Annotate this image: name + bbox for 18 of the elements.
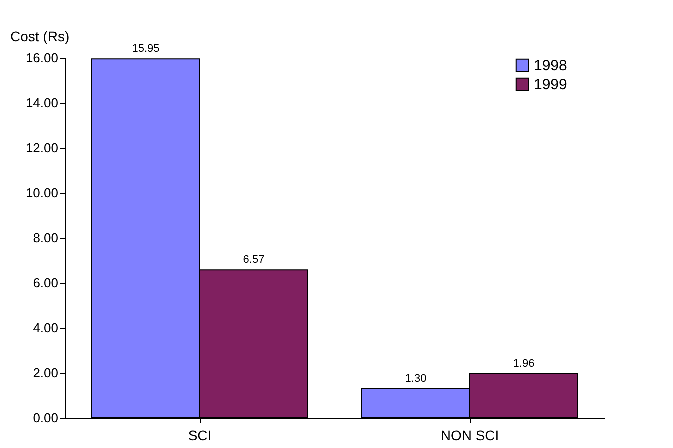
y-tick-label: 14.00 xyxy=(26,96,58,110)
y-tick-label: 4.00 xyxy=(33,320,58,336)
y-tick-label: 8.00 xyxy=(33,230,58,246)
legend-label: 1999 xyxy=(534,76,568,94)
data-label: 15.95 xyxy=(132,43,160,56)
x-tick-label: SCI xyxy=(188,428,212,444)
data-label: 1.96 xyxy=(513,358,535,370)
x-tick-label: NON SCI xyxy=(440,428,500,444)
y-tick-label: 10.00 xyxy=(26,186,58,200)
data-label: 6.57 xyxy=(243,254,265,266)
y-tick-label: 6.00 xyxy=(33,276,58,290)
y-tick-label: 16.00 xyxy=(26,50,58,66)
data-label: 1.30 xyxy=(405,372,427,385)
y-axis-title: Cost (Rs) xyxy=(10,28,70,44)
y-tick-label: 12.00 xyxy=(26,140,58,156)
legend-label: 1998 xyxy=(534,58,568,74)
y-tick-label: 2.00 xyxy=(33,366,58,380)
y-tick-label: 0.00 xyxy=(33,410,58,426)
